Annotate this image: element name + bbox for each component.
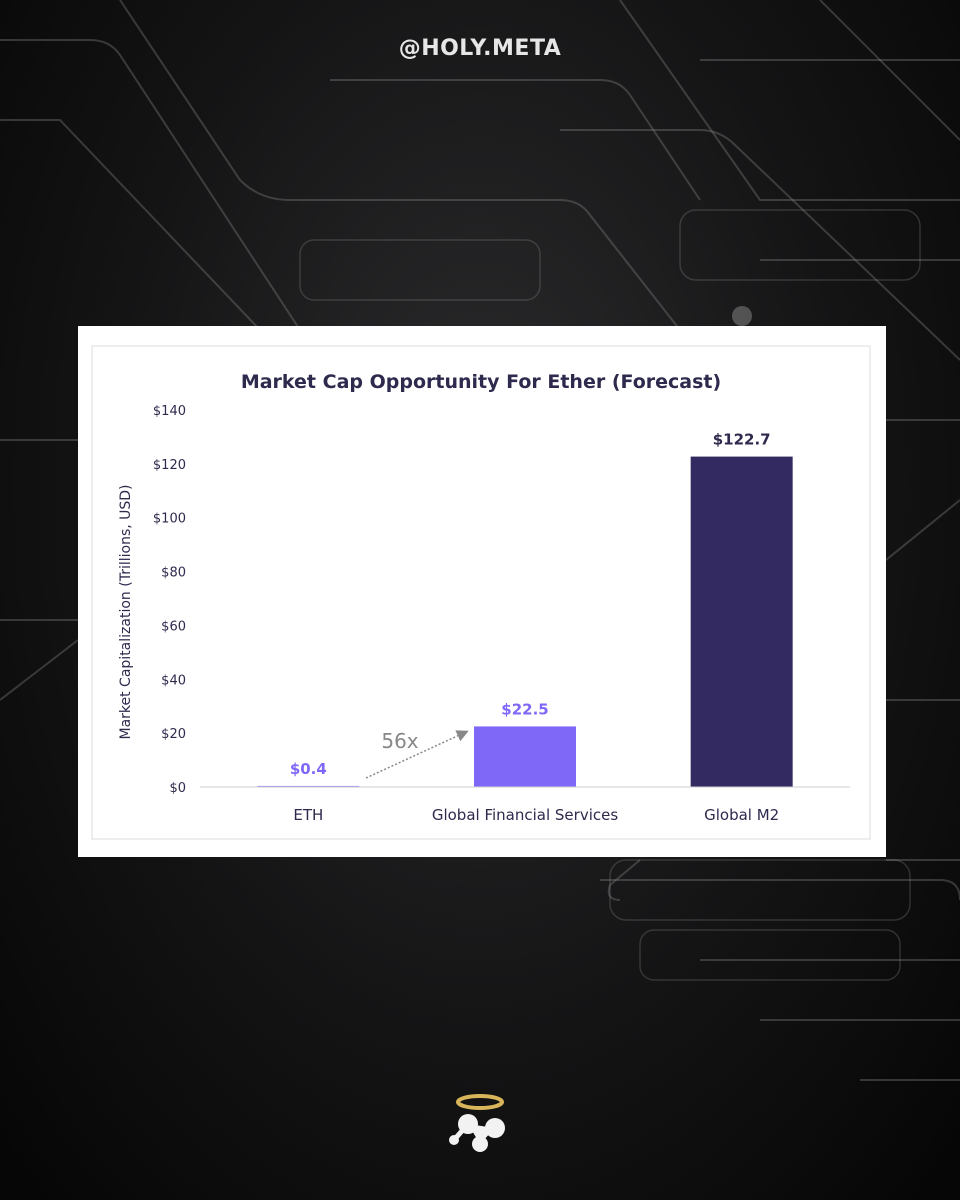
y-tick-label: $0 (169, 781, 186, 796)
category-labels: ETH Global Financial Services Global M2 (293, 806, 779, 824)
category-label: Global M2 (704, 806, 779, 824)
holy-meta-halo-logo-icon (449, 1094, 505, 1152)
value-label: $0.4 (290, 760, 327, 778)
y-tick-label: $60 (161, 619, 186, 634)
y-tick-label: $20 (161, 727, 186, 742)
bar-chart: Market Cap Opportunity For Ether (Foreca… (91, 345, 871, 840)
growth-annotation: 56x (381, 729, 418, 753)
bar-1 (474, 726, 576, 787)
bar-0 (257, 785, 360, 787)
y-tick-label: $100 (153, 512, 186, 527)
value-label: $22.5 (501, 700, 548, 718)
bars (257, 456, 793, 787)
account-handle: @HOLY.META (398, 36, 562, 61)
category-label: Global Financial Services (432, 806, 619, 824)
chart-title: Market Cap Opportunity For Ether (Foreca… (241, 371, 721, 393)
y-tick-label: $120 (153, 458, 186, 473)
value-label: $122.7 (713, 431, 771, 449)
value-labels: $0.4 $22.5 $122.7 (290, 431, 771, 778)
y-tick-label: $80 (161, 566, 186, 581)
chart-frame (91, 345, 871, 840)
category-label: ETH (293, 806, 323, 824)
y-axis-ticks: $0 $20 $40 $60 $80 $100 $120 $140 (153, 404, 186, 796)
y-tick-label: $140 (153, 404, 186, 419)
chart-card: Market Cap Opportunity For Ether (Foreca… (78, 326, 886, 857)
y-tick-label: $40 (161, 673, 186, 688)
y-axis-label: Market Capitalization (Trillions, USD) (118, 484, 134, 739)
bar-2 (690, 456, 793, 787)
